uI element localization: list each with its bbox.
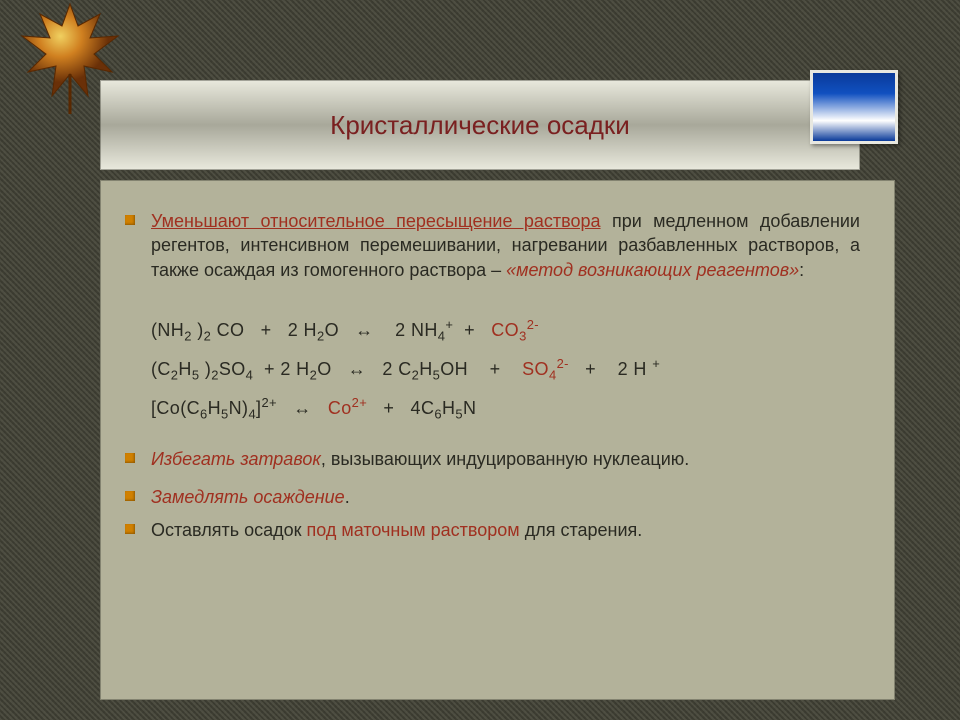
body-text: , вызывающих индуцированную нуклеацию. — [321, 449, 689, 469]
slide-body: Уменьшают относительное пересыщение раст… — [100, 180, 895, 700]
highlight-text: Замедлять осаждение — [151, 487, 345, 507]
bullet-item-1: Уменьшают относительное пересыщение раст… — [151, 209, 860, 282]
bullet-item-3: Замедлять осаждение. — [151, 485, 860, 509]
square-bullet-icon — [125, 453, 135, 463]
maple-leaf-decoration — [10, 0, 130, 116]
highlight-method: «метод возникающих реагентов» — [506, 260, 799, 280]
slide-title-bar: Кристаллические осадки — [100, 80, 860, 170]
equation-2: (C2H5 )2SO4 + 2 H2O ↔ 2 C2H5OH + SO42- +… — [151, 355, 860, 384]
tail-text: : — [799, 260, 804, 280]
body-text-after: для старения. — [520, 520, 643, 540]
square-bullet-icon — [125, 491, 135, 501]
body-text: . — [345, 487, 350, 507]
bullet-item-2: Избегать затравок, вызывающих индуцирова… — [151, 447, 860, 471]
highlight-text: Избегать затравок — [151, 449, 321, 469]
body-text: Оставлять осадок — [151, 520, 307, 540]
bullet-item-4: Оставлять осадок под маточным раствором … — [151, 518, 860, 542]
equation-3: [Co(C6H5N)4]2+ ↔ Co2+ + 4C6H5N — [151, 394, 860, 423]
slide-title: Кристаллические осадки — [330, 110, 630, 141]
highlight-text: под маточным раствором — [307, 520, 520, 540]
square-bullet-icon — [125, 215, 135, 225]
highlight-text: Уменьшают относительное пересыщение раст… — [151, 211, 601, 231]
thumbnail-image — [810, 70, 898, 144]
square-bullet-icon — [125, 524, 135, 534]
equation-1: (NH2 )2 CO + 2 H2O ↔ 2 NH4+ + CO32- — [151, 316, 860, 345]
